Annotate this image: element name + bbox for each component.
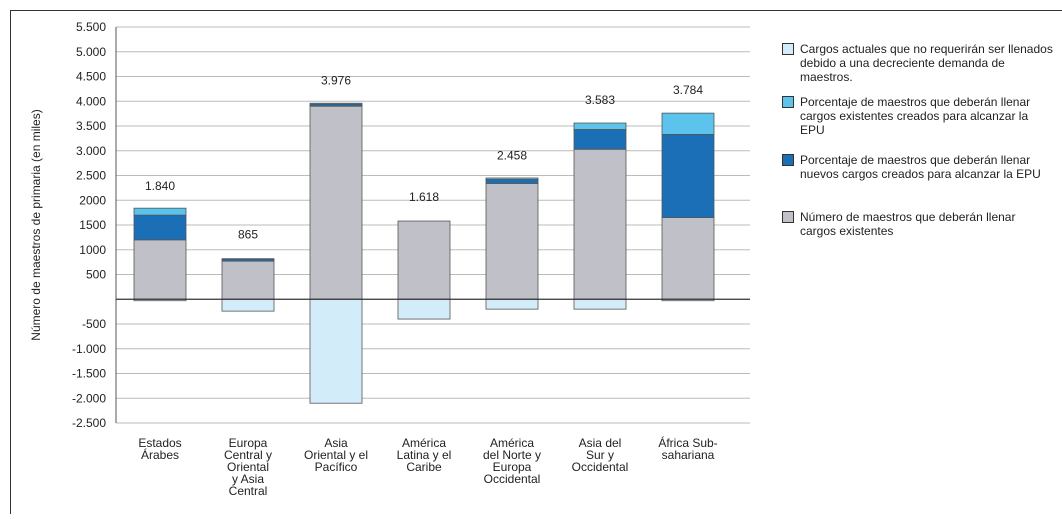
legend-swatch <box>782 154 794 166</box>
y-tick-label: 4.500 <box>76 70 106 84</box>
legend-item: Porcentaje de maestros que deberán llena… <box>782 153 1054 181</box>
y-tick-label: -1.500 <box>72 367 106 381</box>
bar-segment <box>486 183 538 299</box>
x-tick-label-line: Pacífico <box>315 460 358 474</box>
total-label: 3.976 <box>321 73 351 87</box>
y-tick-label: 3.000 <box>76 144 106 158</box>
y-tick-label: 2000 <box>79 193 106 207</box>
legend-item: Cargos actuales que no requerirán ser ll… <box>782 42 1054 84</box>
y-tick-label: -2.500 <box>72 416 106 430</box>
total-label: 1.618 <box>409 190 439 204</box>
x-tick-label-line: Árabes <box>141 447 179 462</box>
bar-segment <box>310 103 362 104</box>
x-tick-label: África Sub-sahariana <box>658 435 717 462</box>
bar-segment <box>574 149 626 299</box>
bar-segment <box>662 218 714 300</box>
legend-swatch <box>782 211 794 223</box>
x-tick-label-line: Caribe <box>406 460 442 474</box>
bar-segment <box>486 178 538 179</box>
y-tick-label: 1500 <box>79 218 106 232</box>
bar-segment <box>398 299 450 319</box>
bar-segment <box>310 106 362 299</box>
y-tick-label: 2.500 <box>76 169 106 183</box>
legend-item: Porcentaje de maestros que deberán llena… <box>782 95 1054 137</box>
legend-label: Cargos actuales que no requerirán ser ll… <box>800 42 1054 84</box>
bar-segment <box>134 208 186 215</box>
y-tick-label: 5.000 <box>76 45 106 59</box>
x-tick-label-line: Occidental <box>484 472 541 486</box>
bar-segment <box>134 240 186 299</box>
x-tick-label-line: Occidental <box>572 460 629 474</box>
y-tick-label: -2.000 <box>72 391 106 405</box>
y-tick-label: 500 <box>86 268 106 282</box>
legend-swatch <box>782 43 794 55</box>
legend-item: Número de maestros que deberán llenar ca… <box>782 210 1054 238</box>
bar-segment <box>662 113 714 134</box>
bar-segment <box>310 299 362 403</box>
bar-segment <box>222 261 274 299</box>
legend-swatch <box>782 96 794 108</box>
x-tick-label-line: Central <box>229 484 268 498</box>
y-tick-label: -1.000 <box>72 342 106 356</box>
legend-label: Número de maestros que deberán llenar ca… <box>800 210 1054 238</box>
total-label: 2.458 <box>497 149 527 163</box>
y-tick-label: 1000 <box>79 243 106 257</box>
bar-segment <box>222 299 274 311</box>
y-tick-label: -500 <box>82 317 106 331</box>
bar-segment <box>134 215 186 240</box>
y-tick-label: 3.500 <box>76 119 106 133</box>
y-tick-label: 4.000 <box>76 94 106 108</box>
bar-segment <box>574 299 626 309</box>
total-label: 3.583 <box>585 93 615 107</box>
total-label: 1.840 <box>145 179 175 193</box>
x-tick-label-line: sahariana <box>662 448 715 462</box>
bar-segment <box>486 299 538 309</box>
bar-segment <box>486 179 538 183</box>
bar-segment <box>574 129 626 149</box>
bar-segment <box>398 221 450 299</box>
y-axis-label: Número de maestros de primaria (en miles… <box>29 109 43 340</box>
bar-segment <box>662 134 714 217</box>
total-label: 865 <box>238 227 258 241</box>
legend-label: Porcentaje de maestros que deberán llena… <box>800 95 1054 137</box>
total-label: 3.784 <box>673 83 703 97</box>
y-tick-label: 5.500 <box>76 20 106 34</box>
bar-segment <box>574 123 626 129</box>
legend-label: Porcentaje de maestros que deberán llena… <box>800 153 1054 181</box>
